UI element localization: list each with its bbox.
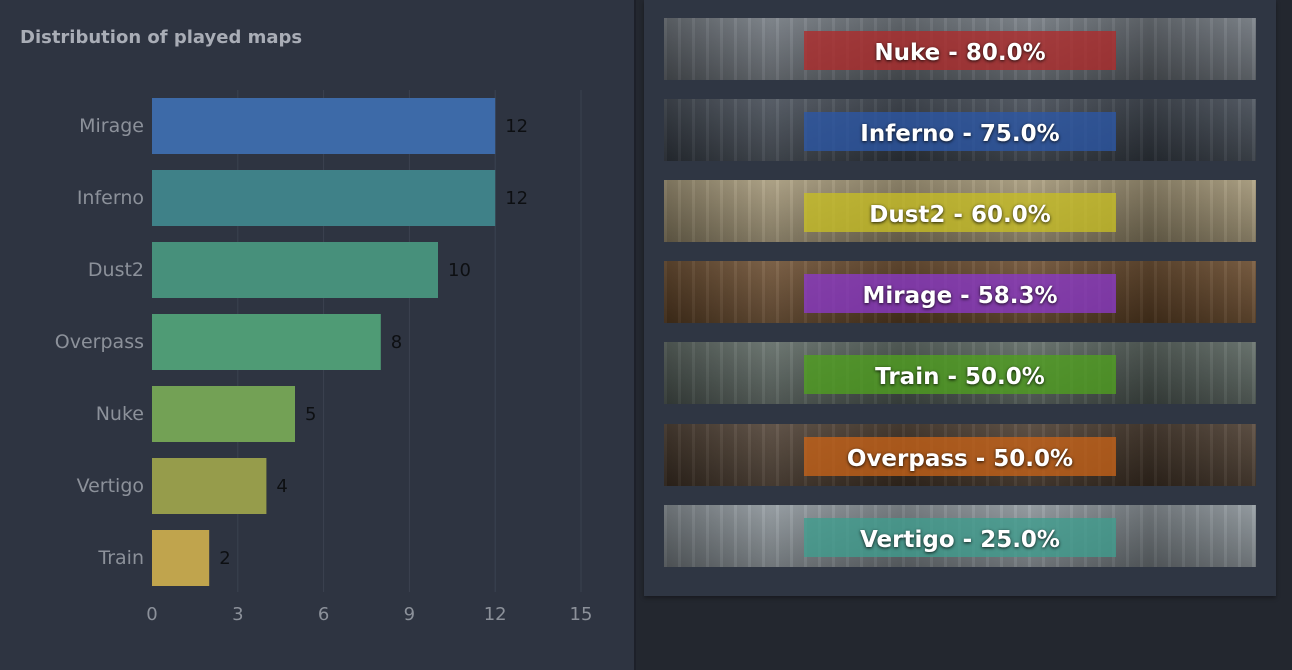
win-rate-banner-train: Train - 50.0% bbox=[664, 342, 1256, 404]
category-label: Overpass bbox=[55, 331, 144, 353]
color-band bbox=[804, 193, 1116, 232]
win-rate-label: Mirage - 58.3% bbox=[862, 283, 1058, 309]
color-band bbox=[804, 518, 1116, 557]
map-distribution-chart: Mirage 12 Inferno 12 Dust2 10 Overpass 8 Nuke 5 Ve… bbox=[55, 90, 593, 625]
x-tick-label: 15 bbox=[570, 604, 593, 625]
win-rate-panel: Nuke - 80.0% Inferno - 75.0% Dust2 - 60.0%… bbox=[644, 0, 1276, 596]
win-rate-label: Overpass - 50.0% bbox=[846, 446, 1074, 472]
win-rate-banner-overpass: Overpass - 50.0% bbox=[664, 424, 1256, 486]
category-label: Train bbox=[97, 547, 144, 569]
color-band bbox=[804, 355, 1116, 394]
color-band bbox=[804, 274, 1116, 313]
color-band bbox=[804, 437, 1116, 476]
category-label: Dust2 bbox=[88, 259, 144, 281]
color-band bbox=[804, 112, 1116, 151]
x-tick-label: 6 bbox=[318, 604, 329, 625]
bar bbox=[152, 458, 267, 514]
category-label: Nuke bbox=[96, 403, 144, 425]
x-tick-label: 12 bbox=[484, 604, 507, 625]
win-rate-banner-nuke: Nuke - 80.0% bbox=[664, 18, 1256, 80]
win-rate-label: Nuke - 80.0% bbox=[874, 40, 1046, 66]
value-label: 12 bbox=[505, 116, 528, 137]
bar bbox=[152, 98, 496, 154]
bar bbox=[152, 314, 381, 370]
win-rate-label: Dust2 - 60.0% bbox=[869, 202, 1051, 228]
panel-divider bbox=[634, 0, 636, 670]
win-rate-banner-mirage: Mirage - 58.3% bbox=[664, 261, 1256, 323]
win-rate-label: Train - 50.0% bbox=[875, 364, 1045, 390]
category-label: Vertigo bbox=[77, 475, 144, 497]
category-label: Mirage bbox=[79, 115, 144, 137]
color-band bbox=[804, 31, 1116, 70]
category-label: Inferno bbox=[77, 187, 144, 209]
x-tick-label: 0 bbox=[146, 604, 157, 625]
x-tick-label: 3 bbox=[232, 604, 243, 625]
chart-title: Distribution of played maps bbox=[20, 27, 303, 48]
win-rate-label: Vertigo - 25.0% bbox=[860, 527, 1060, 553]
x-tick-label: 9 bbox=[404, 604, 415, 625]
win-rate-label: Inferno - 75.0% bbox=[860, 121, 1060, 147]
value-label: 5 bbox=[305, 404, 316, 425]
value-label: 8 bbox=[391, 332, 402, 353]
win-rate-banner-dust2: Dust2 - 60.0% bbox=[664, 180, 1256, 242]
win-rate-banner-inferno: Inferno - 75.0% bbox=[664, 99, 1256, 161]
value-label: 10 bbox=[448, 260, 471, 281]
bar bbox=[152, 386, 295, 442]
value-label: 4 bbox=[276, 476, 287, 497]
bar bbox=[152, 170, 496, 226]
value-label: 2 bbox=[219, 548, 230, 569]
bar bbox=[152, 530, 210, 586]
value-label: 12 bbox=[505, 188, 528, 209]
win-rate-banner-vertigo: Vertigo - 25.0% bbox=[664, 505, 1256, 567]
bar bbox=[152, 242, 438, 298]
